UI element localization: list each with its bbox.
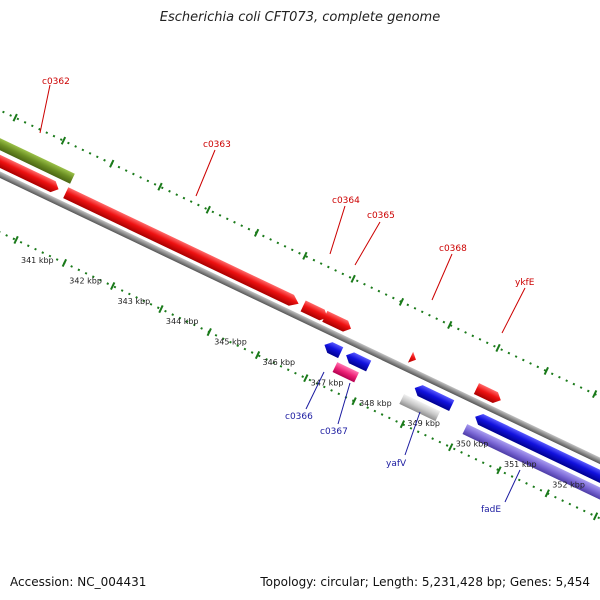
accession-text: Accession: NC_004431 [10,575,147,589]
scale-tick-mark [13,235,19,244]
scale-tick-label: 342 kbp [69,276,102,285]
label-c0366[interactable]: c0366 [285,412,313,422]
page-title: Escherichia coli CFT073, complete genome [159,10,441,25]
gene-c0366[interactable] [322,339,344,359]
leader-line [404,411,421,456]
scale-tick-label: 343 kbp [118,297,151,306]
scale-tick-mark [544,489,550,498]
gene-fadE-lavender-feature[interactable] [462,424,600,507]
label-fadE[interactable]: fadE [481,505,501,515]
leader-line [305,371,325,410]
genome-backbone [0,157,600,478]
scale-tick-mark [351,397,357,406]
scale-tick-label: 351 kbp [504,460,537,469]
leader-line [501,287,526,334]
reverse-gene-labels: c0366 c0367 yafV fadE [285,371,521,515]
genome-summary-text: Topology: circular; Length: 5,231,428 bp… [260,575,590,589]
leader-line [39,84,51,134]
gene-c0368[interactable] [407,351,419,365]
leader-line [329,205,346,255]
scale-tick-mark [543,366,549,376]
gene-fadE[interactable] [473,411,600,493]
scale-tick-label: 347 kbp [311,378,344,387]
leader-line [431,253,453,301]
scale-tick-mark [109,159,115,168]
gene-yafV[interactable] [412,383,455,412]
label-c0365[interactable]: c0365 [367,211,395,221]
gene-c0362[interactable] [0,148,61,195]
scale-tick-label: 349 kbp [407,419,440,428]
label-c0368[interactable]: c0368 [439,244,467,254]
scale-tick-mark [399,420,406,429]
scale-tick-mark [158,304,164,314]
scale-tick-mark [303,374,309,383]
leader-line [337,382,351,425]
gene-c0367[interactable] [332,362,359,383]
scale-labels: 341 kbp 342 kbp 343 kbp 344 kbp 345 kbp 346 k… [21,256,585,489]
gene-c0363[interactable] [63,187,301,309]
scale-tick-mark [254,351,261,360]
reverse-scale-track [0,206,600,523]
scale-tick-mark [253,228,260,237]
scale-tick-mark [592,512,599,521]
leader-line [504,469,521,503]
leader-line [195,149,216,197]
scale-tick-mark [448,443,454,452]
scale-tick-mark [110,281,116,291]
scale-tick-mark [398,297,405,306]
gene-ykfE[interactable] [473,383,504,405]
gene-c0364[interactable] [300,300,331,323]
reverse-scale-ticks [13,235,599,521]
gene-c0362-olive-feature[interactable] [0,135,75,184]
scale-tick-mark [447,320,453,329]
scale-tick-mark [12,113,18,122]
leader-line [354,221,381,266]
scale-tick-mark [496,466,502,475]
gene-c0365[interactable] [322,310,353,334]
label-c0364[interactable]: c0364 [332,196,360,206]
scale-tick-mark [206,328,212,337]
scale-tick-mark [61,258,68,268]
label-c0363[interactable]: c0363 [203,140,231,150]
scale-tick-mark [157,182,163,191]
scale-tick-mark [495,343,501,352]
scale-tick-label: 345 kbp [214,338,247,347]
scale-tick-mark [60,136,67,145]
label-yafV[interactable]: yafV [386,459,407,469]
gene-c0367-cds[interactable] [344,350,372,372]
scale-tick-label: 350 kbp [456,440,489,449]
scale-tick-mark [302,251,308,260]
gene-yafV-grey-feature[interactable] [399,393,441,422]
scale-tick-label: 348 kbp [359,399,392,408]
scale-tick-mark [592,389,598,399]
label-ykfE[interactable]: ykfE [515,278,535,288]
label-c0367[interactable]: c0367 [320,427,348,437]
forward-scale-ticks [12,113,598,399]
scale-tick-mark [350,274,356,283]
scale-tick-label: 344 kbp [166,317,199,326]
forward-scale-track [0,107,600,424]
forward-gene-labels: c0362 c0363 c0364 c0365 c0368 ykfE [39,77,535,334]
label-c0362[interactable]: c0362 [42,77,70,87]
scale-tick-label: 346 kbp [263,358,296,367]
scale-tick-label: 341 kbp [21,256,54,265]
scale-tick-mark [205,205,211,214]
scale-tick-label: 352 kbp [552,480,585,489]
